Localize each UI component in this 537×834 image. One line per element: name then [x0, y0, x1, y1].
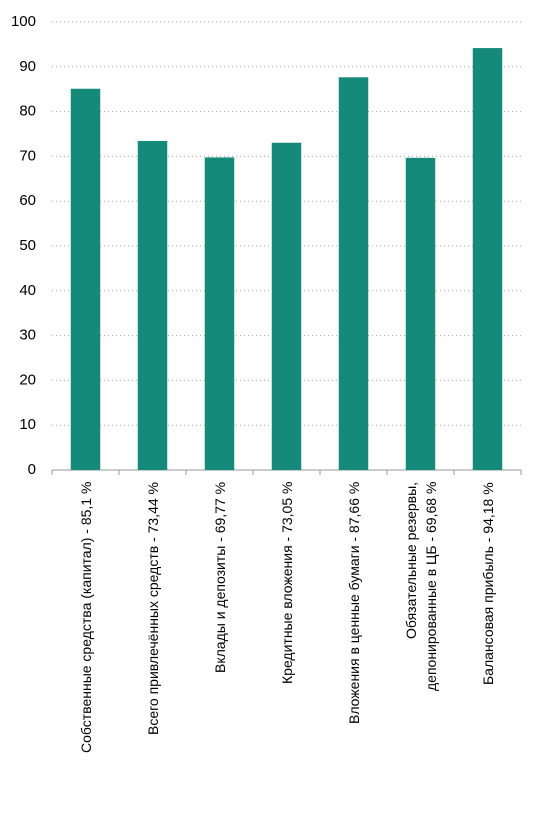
x-tick-label: Всего привлечённых средств - 73,44 %	[144, 482, 161, 735]
x-tick-label: Вклады и депозиты - 69,77 %	[211, 482, 228, 674]
y-tick-label: 50	[19, 237, 36, 254]
y-tick-label: 80	[19, 103, 36, 120]
x-tick-label: Обязательные резервы, депонированные в Ц…	[402, 482, 439, 692]
bar	[137, 140, 168, 470]
bar	[472, 48, 503, 470]
y-tick-label: 40	[19, 282, 36, 299]
x-tick-label: Балансовая прибыль - 94,18 %	[479, 482, 496, 685]
x-tick-label: Собственные средства (капитал) - 85,1 %	[77, 482, 94, 754]
y-tick-label: 30	[19, 327, 36, 344]
y-tick-label: 60	[19, 192, 36, 209]
x-tick-label: Вложения в ценные бумаги - 87,66 %	[345, 482, 362, 725]
y-tick-label: 90	[19, 58, 36, 75]
y-tick-label: 20	[19, 371, 36, 388]
bar	[338, 77, 369, 470]
y-tick-label: 70	[19, 147, 36, 164]
bar	[405, 157, 436, 470]
y-tick-label: 10	[19, 416, 36, 433]
y-tick-label: 100	[11, 13, 36, 30]
bar	[271, 142, 302, 470]
x-tick-label: Кредитные вложения - 73,05 %	[278, 482, 295, 685]
bar	[70, 88, 101, 470]
y-tick-label: 0	[28, 461, 36, 478]
bar	[204, 157, 235, 470]
